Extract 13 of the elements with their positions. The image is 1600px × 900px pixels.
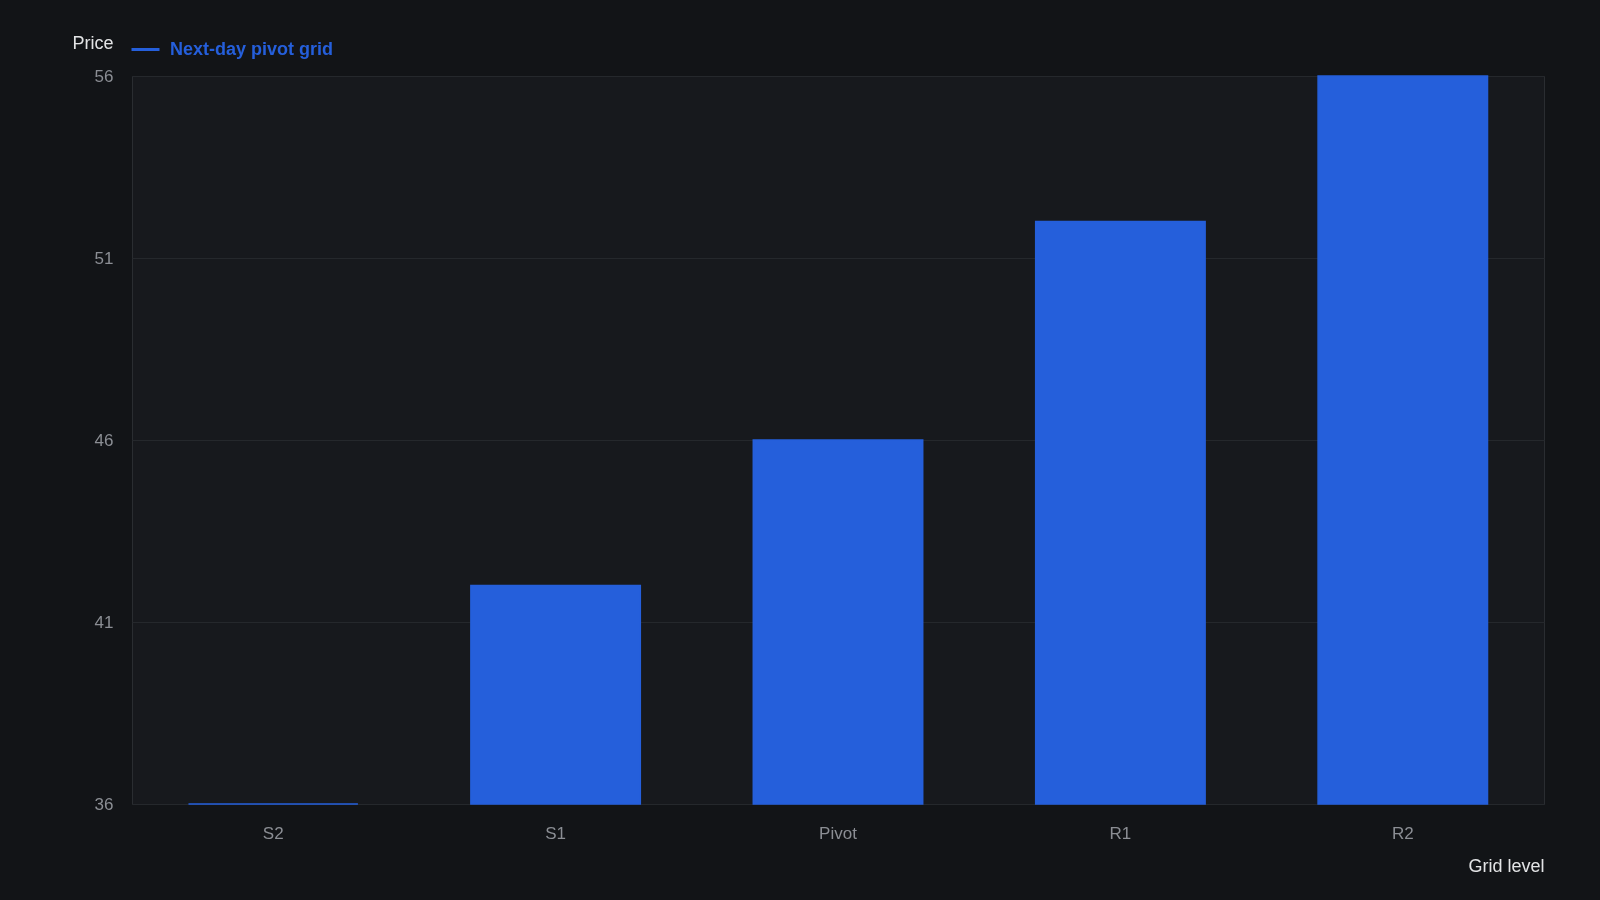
- x-axis-title: Grid level: [1468, 855, 1545, 876]
- y-tick-label: 41: [94, 612, 114, 632]
- y-tick-label: 36: [94, 794, 114, 814]
- x-tick-label: S2: [262, 823, 284, 843]
- x-tick-label: R1: [1109, 823, 1132, 843]
- y-tick-label: 51: [94, 248, 114, 268]
- y-tick-label: 56: [94, 66, 114, 86]
- y-tick-label: 46: [94, 430, 114, 450]
- x-tick-label: S1: [545, 823, 566, 843]
- x-tick-label: Pivot: [819, 823, 858, 843]
- legend-label: Next-day pivot grid: [170, 38, 334, 59]
- y-axis-title: Price: [72, 32, 114, 53]
- x-tick-label: R2: [1391, 823, 1414, 843]
